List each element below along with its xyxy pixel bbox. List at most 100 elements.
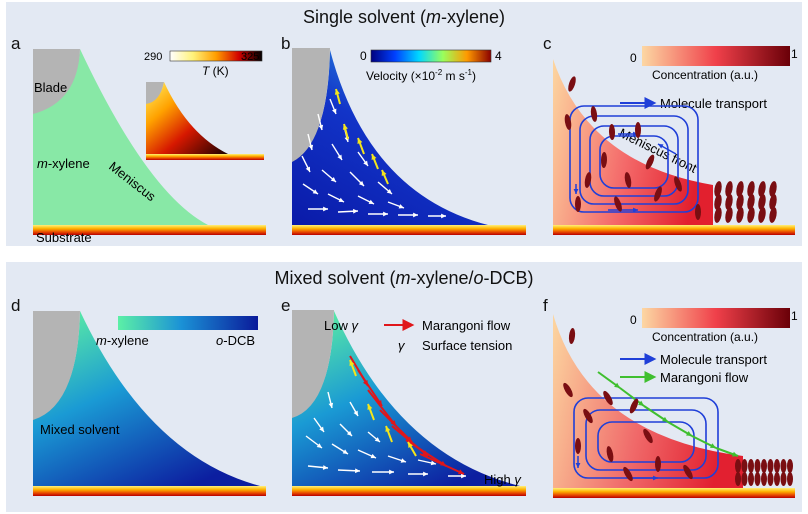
crystal-aligned [758, 207, 766, 223]
legend-surface-tension: Surface tension [422, 338, 512, 353]
crystal-aligned [787, 459, 793, 473]
marangoni-arrow [405, 439, 447, 467]
blade [33, 49, 80, 114]
crystal-aligned [741, 472, 748, 486]
substrate [292, 486, 526, 496]
crystal [600, 152, 608, 168]
velocity-arrow-head [413, 212, 418, 218]
panel-letter-e: e [281, 296, 291, 315]
transport-arrow-head [573, 189, 579, 194]
crystal-aligned [774, 472, 780, 486]
crystal-aligned [787, 472, 793, 486]
crystals [564, 76, 777, 223]
velocity-arrow-head [318, 124, 324, 130]
crystal [655, 456, 661, 472]
flow-arrow-head [328, 402, 334, 408]
crystal-aligned [774, 459, 780, 473]
crystal [608, 124, 616, 140]
panel-letter-f: f [543, 296, 548, 315]
meniscus-liquid [33, 49, 208, 225]
crystal-aligned [754, 472, 761, 486]
crystal-aligned [736, 207, 744, 223]
transport-arrow-head [575, 463, 581, 468]
concentration-colorbar [642, 308, 790, 328]
flow-arrow-head [370, 453, 376, 459]
flow-arrow-head [355, 468, 360, 474]
label-blade: Blade [34, 80, 67, 95]
crystal-aligned [747, 194, 755, 210]
legend-marangoni: Marangoni flow [660, 370, 749, 385]
marangoni-arrow-head [732, 451, 738, 457]
crystal-aligned [735, 459, 741, 473]
crystal-aligned [748, 472, 754, 486]
crystal [623, 466, 633, 482]
crystal-aligned [767, 472, 774, 486]
transport-loops [573, 371, 739, 481]
transport-loop [599, 135, 669, 189]
crystal-aligned [747, 207, 755, 223]
velocity-arrow-head [398, 204, 404, 209]
velocity-arrow-head [330, 177, 336, 182]
crystal [674, 176, 682, 192]
flow-arrow-head [322, 465, 328, 470]
colorbar-label: Concentration (a.u.) [652, 330, 758, 344]
substrate [33, 225, 266, 235]
crystal [590, 106, 598, 122]
crystal-aligned [769, 207, 777, 223]
panel-d: m-xylene o-DCB Mixed solvent [33, 311, 266, 496]
crystal [563, 382, 573, 398]
velocity-arrow-head [386, 189, 392, 194]
velocity-arrow-fast-head [408, 442, 413, 448]
label-high-gamma: High γ [484, 472, 522, 487]
colorbar-label: Velocity (×10-2 m s-1) [366, 68, 476, 83]
crystal [603, 390, 613, 406]
colorbar-label: Concentration (a.u.) [652, 68, 758, 82]
substrate [292, 225, 526, 235]
crystal [643, 428, 653, 444]
velocity-field [292, 50, 488, 225]
crystal-aligned [748, 459, 754, 473]
concentration-field [553, 314, 743, 488]
velocity-arrow-head [305, 166, 310, 172]
panel-f: 0 1 Concentration (a.u.) Molecule transp… [553, 308, 798, 498]
crystal [683, 464, 693, 480]
panel-letter-b: b [281, 34, 291, 53]
velocity-arrow-head [312, 189, 318, 194]
crystals [563, 328, 793, 486]
substrate [33, 486, 266, 496]
crystal [568, 328, 576, 344]
crystal [575, 196, 581, 212]
crystal-aligned [769, 194, 777, 210]
velocity-arrow-fast-head [357, 138, 363, 144]
velocity-arrow-head [441, 213, 446, 219]
crystal [583, 408, 593, 424]
crystal-aligned [754, 459, 761, 473]
crystal-aligned [741, 459, 748, 473]
transport-arrow-head [633, 207, 638, 213]
crystal-aligned [736, 194, 744, 210]
flow-arrows [305, 355, 466, 479]
crystal [584, 172, 592, 188]
blade [33, 311, 80, 420]
crystal [654, 186, 662, 202]
colorbar-max: 325 [241, 51, 259, 63]
velocity-arrow-head [338, 197, 344, 202]
crystal-aligned [725, 194, 733, 210]
label-low-gamma: Low γ [324, 318, 359, 333]
label-solvent: m-xylene [37, 156, 90, 171]
crystal-aligned [714, 181, 722, 197]
velocity-arrow-head [337, 154, 342, 160]
velocity-colorbar [370, 49, 492, 63]
crystal-aligned [714, 194, 722, 210]
crystal-aligned [735, 472, 741, 486]
crystal-aligned [758, 181, 766, 197]
crystal [624, 172, 632, 188]
marangoni-arrow [379, 409, 413, 443]
flow-arrow-head [316, 443, 322, 448]
marangoni-arrow-head [638, 400, 644, 406]
concentration-field [553, 59, 713, 225]
substrate [553, 225, 795, 235]
transport-loop [589, 125, 679, 197]
concentration-colorbar [642, 46, 790, 66]
marangoni-arrow-head [710, 443, 716, 448]
